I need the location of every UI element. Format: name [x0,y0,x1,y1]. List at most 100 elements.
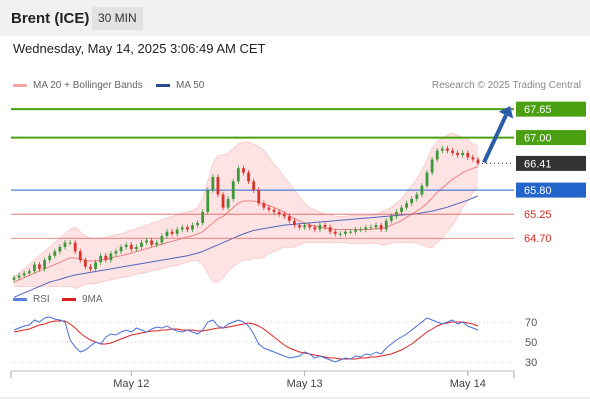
candle-body [287,216,291,221]
legend-label-bollinger: MA 20 + Bollinger Bands [33,80,143,91]
candle-body [175,229,179,234]
candle-body [364,227,368,230]
ma50-line [13,195,479,298]
candle-body [104,255,108,261]
candle-body [344,231,347,234]
candle-body [32,264,36,272]
candle-body [303,225,307,228]
candle-body [333,231,337,234]
legend-label-rsi: RSI [33,294,50,305]
forecast-arrow-head [498,106,514,119]
candle-body [185,227,189,230]
candle-body [211,176,215,191]
candle-body [48,255,52,261]
candle-body [89,266,92,269]
timeframe-button[interactable]: 30 MIN [92,7,143,30]
legend-rsi: RSI [13,294,50,305]
candle-body [242,168,245,173]
legend-swatch-rsi-ma [62,297,76,301]
candle-body [293,220,296,226]
level-label-64.70: 64.70 [524,233,552,245]
candle-body [267,207,271,210]
candle-body [231,181,235,199]
bollinger-band [14,133,478,289]
candle-body [272,209,276,212]
candle-body [12,277,16,280]
candle-body [410,198,414,204]
candle-body [461,152,465,156]
candle-body [440,148,444,151]
candle-body [323,225,327,228]
candle-body [99,255,103,263]
candle-body [53,251,57,256]
candle-body [282,214,286,217]
candle-body [206,190,210,212]
legend-swatch-bollinger [13,83,27,87]
level-tag-67.65 [516,101,586,117]
rsi-line [13,316,479,363]
candle-body [313,227,317,230]
candle-body [83,260,87,267]
level-label-67.00: 67.00 [524,133,552,145]
candle-body [262,203,266,208]
candle-body [58,246,62,252]
forecast-arrow-shaft [482,114,508,164]
level-label-65.80: 65.80 [524,185,552,197]
candle-body [221,194,225,208]
instrument-title: Brent (ICE) [11,10,90,27]
rsi-tick-label-70: 70 [525,317,537,329]
candle-body [359,229,363,231]
candle-body [405,203,409,208]
chart-datetime: Wednesday, May 14, 2025 3:06:49 AM CET [13,41,266,56]
legend-bollinger: MA 20 + Bollinger Bands [13,80,143,91]
candle-body [471,157,475,160]
candle-body [400,207,403,212]
level-tag-66.41 [516,155,586,171]
candle-body [298,225,301,228]
ma20-line [13,166,479,283]
candle-body [191,225,194,230]
candle-body [150,240,154,245]
level-label-67.65: 67.65 [524,104,552,116]
legend-label-rsi-ma: 9MA [82,294,103,305]
candle-body [389,216,393,221]
candle-body [338,233,342,235]
rsi-tick-label-50: 50 [525,337,537,349]
candle-body [308,225,312,228]
candle-body [451,150,454,153]
candle-body [43,260,46,269]
candle-body [73,242,77,252]
legend-swatch-rsi [13,297,27,301]
candle-body [160,236,164,243]
candle-body [318,225,322,230]
candle-body [252,181,256,191]
candle-body [170,231,174,234]
candle-body [420,185,424,195]
candle-body [94,262,97,269]
candle-body [68,242,72,244]
legend-rsi-ma: 9MA [62,294,103,305]
candle-body [129,244,133,250]
candle-body [435,150,439,160]
candle-body [216,176,220,195]
candle-body [369,227,373,229]
candle-body [201,211,205,223]
candle-body [27,271,31,274]
candle-body [277,211,281,215]
level-label-65.25: 65.25 [524,209,552,221]
chart-header: Brent (ICE) 30 MIN [0,0,590,36]
candle-body [395,211,398,217]
candle-body [466,152,470,158]
candle-body [374,225,378,228]
candle-body [165,231,169,237]
candle-body [155,242,159,245]
level-tag-65.80 [516,182,586,198]
level-label-66.41: 66.41 [524,158,552,170]
candle-body [430,159,434,173]
candle-body [140,242,143,247]
candle-body [415,194,419,199]
candle-body [22,273,26,276]
candle-body [38,264,41,269]
